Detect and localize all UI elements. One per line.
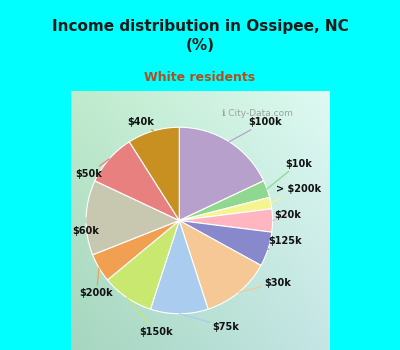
Text: White residents: White residents [144,71,256,84]
Text: Income distribution in Ossipee, NC
(%): Income distribution in Ossipee, NC (%) [52,19,348,52]
Wedge shape [179,220,261,309]
Text: $40k: $40k [127,117,154,131]
Text: > $200k: > $200k [271,184,321,203]
Text: $50k: $50k [75,159,109,179]
Text: $10k: $10k [267,159,312,189]
Wedge shape [150,220,208,314]
Text: ℹ City-Data.com: ℹ City-Data.com [222,109,292,118]
Text: $60k: $60k [73,218,100,236]
Text: $150k: $150k [127,298,173,337]
Wedge shape [179,197,272,220]
Wedge shape [95,142,179,220]
Text: $200k: $200k [80,268,113,298]
Text: $75k: $75k [179,314,239,332]
Wedge shape [179,127,264,220]
Text: $20k: $20k [272,210,302,220]
Wedge shape [86,181,179,255]
Wedge shape [179,220,272,265]
Text: $125k: $125k [268,236,302,249]
Wedge shape [129,127,179,220]
Wedge shape [108,220,179,309]
Wedge shape [92,220,179,280]
Wedge shape [179,181,270,220]
Text: $30k: $30k [239,278,291,292]
Wedge shape [179,209,272,232]
Text: $100k: $100k [229,117,282,142]
